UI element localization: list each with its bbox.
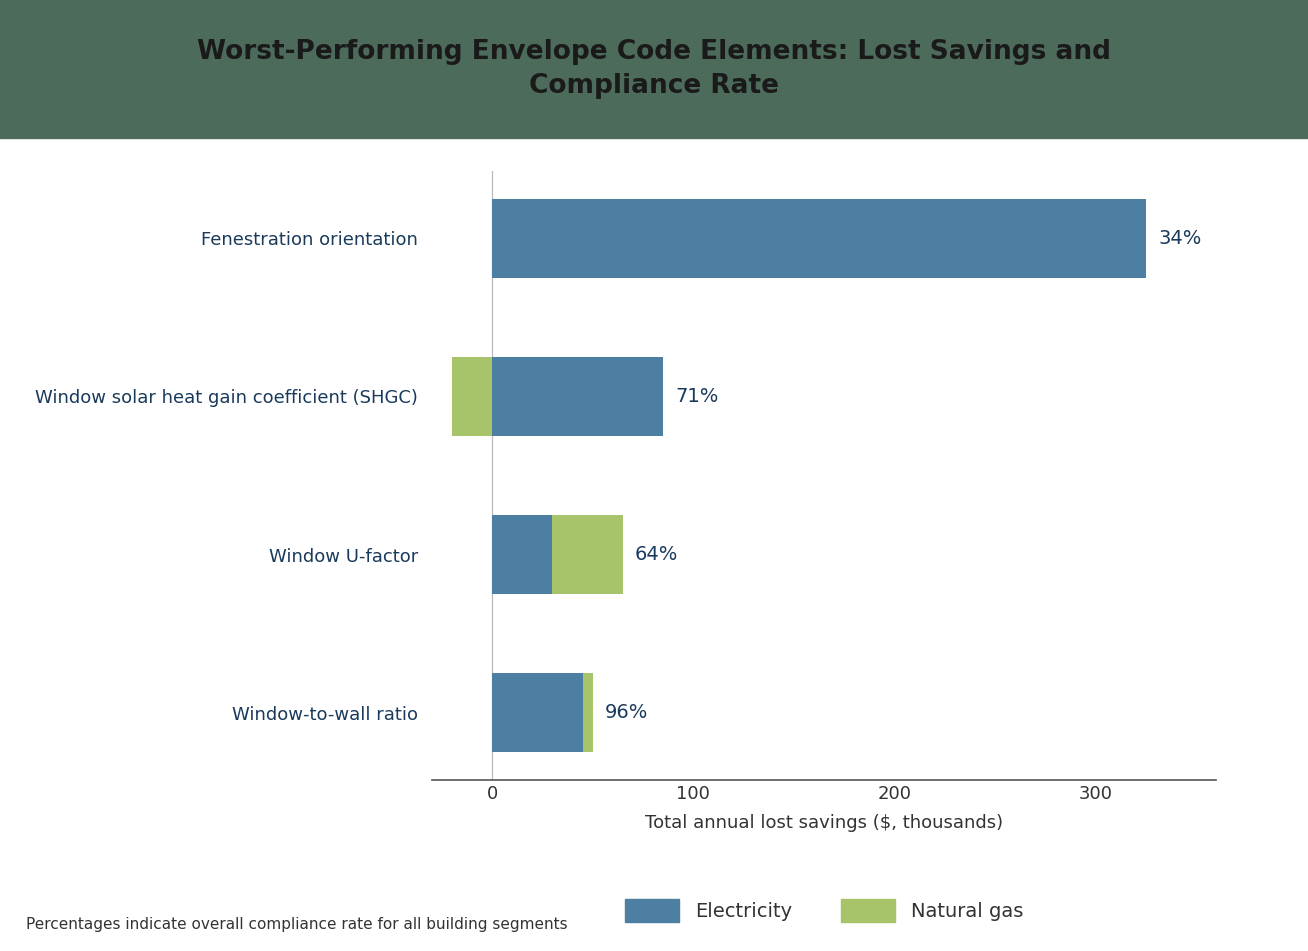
- Bar: [492, 515, 552, 594]
- Bar: [582, 673, 593, 752]
- Bar: [552, 515, 623, 594]
- Legend: Electricity, Natural gas: Electricity, Natural gas: [625, 899, 1023, 922]
- Bar: [492, 199, 1146, 278]
- Text: Percentages indicate overall compliance rate for all building segments: Percentages indicate overall compliance …: [26, 917, 568, 932]
- Bar: [492, 673, 582, 752]
- Text: 64%: 64%: [634, 545, 679, 564]
- Bar: [492, 357, 663, 436]
- Text: 96%: 96%: [604, 703, 647, 722]
- Bar: [451, 357, 492, 436]
- X-axis label: Total annual lost savings ($, thousands): Total annual lost savings ($, thousands): [645, 814, 1003, 832]
- Text: Worst-Performing Envelope Code Elements: Lost Savings and
Compliance Rate: Worst-Performing Envelope Code Elements:…: [198, 39, 1110, 100]
- Text: 71%: 71%: [675, 387, 718, 406]
- Text: 34%: 34%: [1158, 229, 1202, 248]
